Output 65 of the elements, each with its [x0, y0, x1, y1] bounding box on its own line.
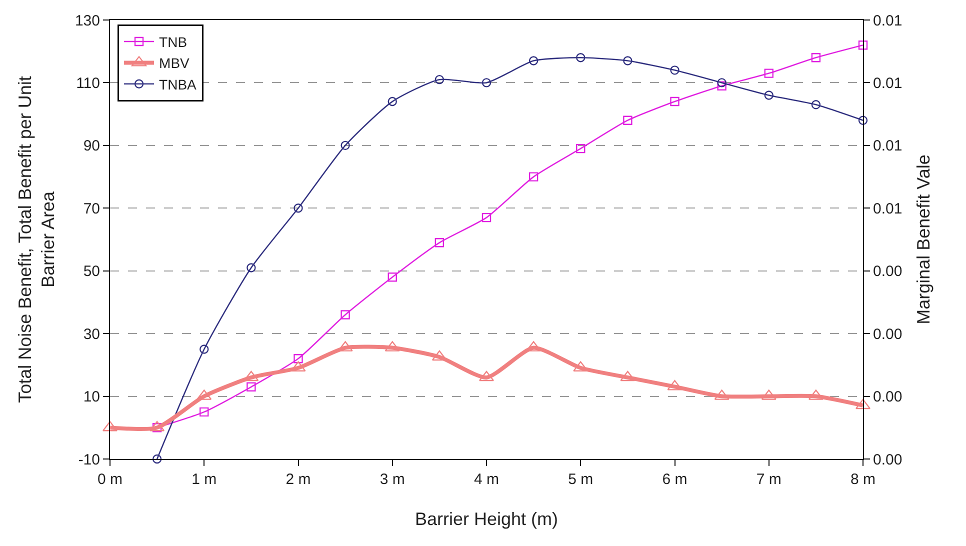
x-tick-label: 4 m — [474, 471, 500, 488]
y-tick-label: 70 — [83, 200, 100, 218]
x-axis-title: Barrier Height (m) — [414, 509, 558, 530]
y-tick-label: 90 — [83, 138, 100, 155]
x-tick-label: 0 m — [97, 471, 123, 488]
point — [244, 370, 259, 382]
point — [811, 100, 821, 110]
point — [388, 272, 397, 282]
y2-axis-title: Marginal Benefit Vale — [913, 154, 934, 324]
y-tick-label: 10 — [83, 388, 100, 406]
point — [200, 407, 209, 417]
point — [811, 53, 821, 62]
point — [434, 74, 444, 84]
point — [858, 40, 868, 50]
y-tick-label: 50 — [83, 263, 100, 280]
y-tick-label: 130 — [74, 12, 100, 30]
y2-tick-label: 0.01 — [873, 200, 902, 218]
point — [858, 116, 868, 125]
point — [482, 78, 492, 88]
point — [576, 144, 586, 154]
point — [294, 204, 303, 213]
x-tick-label: 5 m — [568, 471, 594, 488]
point — [576, 53, 586, 62]
y-tick-label: 30 — [83, 326, 100, 343]
point — [764, 90, 774, 100]
y2-tick-label: 0.00 — [873, 326, 902, 343]
legend-label: TNBA — [159, 76, 198, 92]
y2-tick-label: 0.00 — [873, 451, 902, 468]
x-tick-label: 7 m — [756, 471, 782, 488]
point — [670, 96, 680, 106]
point — [482, 212, 492, 222]
x-tick-label: 8 m — [850, 471, 876, 488]
point — [388, 96, 397, 106]
x-tick-label: 2 m — [286, 471, 311, 488]
y2-tick-label: 0.01 — [873, 12, 902, 30]
point — [434, 238, 444, 248]
point — [764, 68, 774, 78]
y2-tick-label: 0.00 — [873, 388, 902, 406]
legend-label: TNB — [159, 34, 188, 50]
y2-tick-label: 0.01 — [873, 74, 902, 92]
point — [717, 78, 726, 88]
y-tick-label: 110 — [76, 74, 100, 92]
point — [623, 116, 632, 125]
x-tick-label: 1 m — [192, 471, 217, 488]
x-tick-label: 3 m — [380, 471, 405, 488]
x-tick-label: 6 m — [662, 471, 688, 488]
point — [432, 350, 447, 361]
point — [528, 56, 538, 66]
y2-tick-label: 0.01 — [873, 138, 902, 155]
point — [340, 140, 350, 150]
point — [717, 81, 726, 90]
point — [620, 370, 636, 382]
point — [294, 354, 303, 364]
point — [528, 172, 538, 182]
y2-tick-label: 0.00 — [873, 263, 902, 280]
y-tick-label: -10 — [78, 451, 100, 468]
point — [246, 382, 256, 392]
legend-label: MBV — [159, 55, 190, 72]
point — [340, 310, 350, 320]
point — [670, 66, 680, 75]
point — [623, 56, 632, 66]
point — [246, 263, 256, 272]
point — [200, 344, 209, 354]
point — [152, 454, 162, 464]
y-axis-title: Total Noise Benefit, Total Benefit per Unit Barrier Area — [14, 76, 58, 403]
